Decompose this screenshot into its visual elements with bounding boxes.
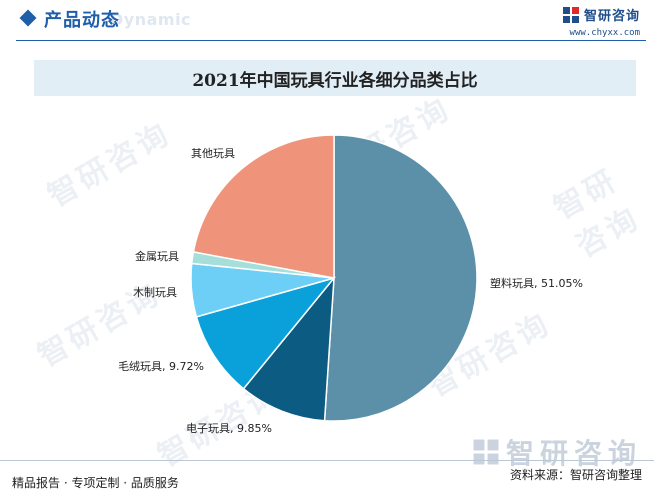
section-title: 产品动态 [44,10,120,31]
footer-logo: 智研咨询 [472,432,642,472]
slice-label: 电子玩具, 9.85% [186,422,272,435]
header-divider [16,40,646,41]
data-source: 资料来源：智研咨询整理 [509,468,642,482]
chart-title: 2021年中国玩具行业各细分品类占比 [192,70,478,91]
chart-title-box: 2021年中国玩具行业各细分品类占比 [34,60,636,96]
brand-name: 智研咨询 [583,9,640,24]
pie-slice [323,134,478,422]
footer-logo-mark-icon [473,439,499,465]
slice-label: 塑料玩具, 51.05% [490,276,583,290]
pie-slice [192,134,335,279]
pie-slice [242,275,335,422]
slice-label: 其他玩具 [191,147,235,160]
footer-divider [0,460,654,461]
slice-label: 木制玩具 [133,286,177,299]
footer-logo-text: 智研咨询 [506,437,643,470]
brand-url: www.chyxx.com [569,28,640,38]
brand-mark-icon [562,6,579,23]
footer-tagline: 精品报告 · 专项定制 · 品质服务 [12,476,179,490]
slice-label: 金属玩具 [135,249,179,263]
slice-label: 毛绒玩具, 9.72% [118,360,204,373]
header-ghost-text: Dynamic [110,10,192,29]
pie-slice [195,276,337,390]
brand-logo: 智研咨询 [562,5,640,24]
